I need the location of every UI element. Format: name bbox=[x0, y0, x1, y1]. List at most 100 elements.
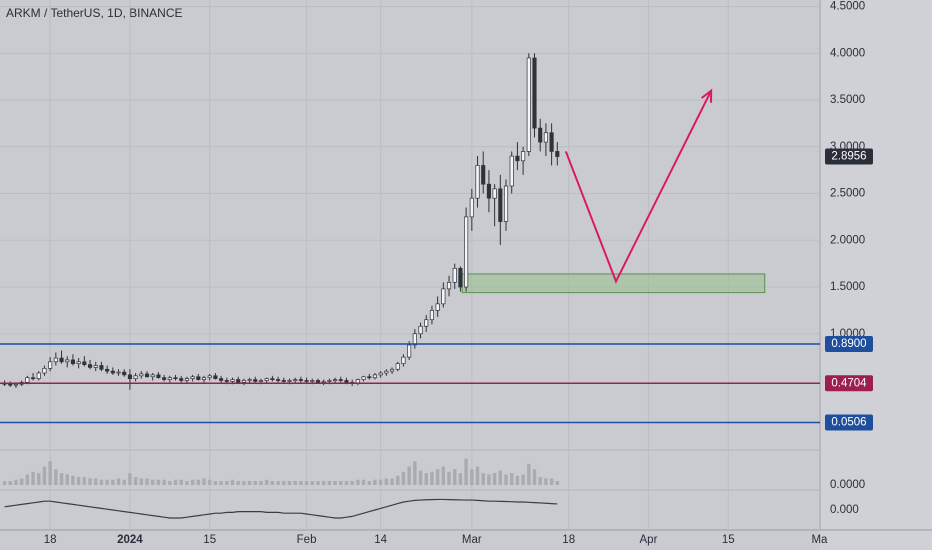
candle-body bbox=[122, 371, 127, 376]
candle-body bbox=[521, 151, 526, 162]
oscillator-tick-label: 0.000 bbox=[830, 504, 859, 516]
candle-body bbox=[173, 377, 178, 380]
volume-bar bbox=[145, 478, 149, 485]
volume-bar bbox=[538, 477, 542, 485]
volume-bar bbox=[151, 479, 155, 485]
x-tick-label: 18 bbox=[562, 534, 575, 546]
candle-body bbox=[333, 379, 338, 381]
volume-bar bbox=[401, 471, 406, 485]
volume-bar bbox=[339, 481, 343, 485]
candle-body bbox=[435, 303, 440, 311]
candle-body bbox=[492, 188, 497, 199]
candle-body bbox=[110, 370, 115, 374]
volume-bar bbox=[510, 473, 514, 485]
volume-bar bbox=[207, 479, 212, 485]
candle-body bbox=[25, 377, 30, 383]
volume-bar bbox=[156, 479, 161, 485]
candle-body bbox=[184, 378, 189, 381]
candle-body bbox=[424, 319, 429, 327]
volume-bar bbox=[304, 481, 309, 485]
candle-body bbox=[13, 383, 19, 386]
volume-bar bbox=[2, 481, 7, 485]
volume-bar bbox=[202, 478, 206, 485]
y-tick-label: 3.5000 bbox=[830, 94, 865, 106]
x-tick-label: Apr bbox=[640, 534, 658, 546]
candle-body bbox=[76, 361, 81, 365]
candle-body bbox=[446, 281, 452, 290]
candle-body bbox=[384, 370, 389, 374]
volume-bar bbox=[378, 479, 383, 485]
volume-bar bbox=[435, 469, 440, 485]
volume-bar bbox=[287, 481, 292, 485]
volume-bar bbox=[293, 481, 297, 485]
volume-bar bbox=[59, 473, 64, 485]
x-tick-label: Feb bbox=[297, 534, 317, 546]
volume-bar bbox=[65, 474, 69, 485]
candle-body bbox=[441, 288, 446, 305]
volume-bar bbox=[173, 479, 178, 485]
candle-body bbox=[321, 381, 326, 383]
y-tick-label: 1.5000 bbox=[830, 281, 865, 293]
candle-body bbox=[526, 57, 531, 152]
volume-bar bbox=[321, 481, 326, 485]
y-tick-label: 2.0000 bbox=[830, 234, 865, 246]
volume-bar bbox=[555, 481, 560, 485]
candle-body bbox=[139, 373, 144, 377]
candle-body bbox=[70, 359, 75, 365]
candle-body bbox=[327, 380, 332, 382]
candle-body bbox=[65, 359, 70, 363]
volume-bar bbox=[230, 479, 235, 485]
candle-body bbox=[127, 374, 132, 379]
volume-bar bbox=[549, 478, 554, 485]
candle-body bbox=[207, 375, 212, 379]
level-label: 0.8900 bbox=[831, 338, 866, 350]
candle-body bbox=[219, 378, 224, 381]
volume-bar bbox=[504, 474, 508, 485]
volume-bar bbox=[384, 478, 389, 485]
volume-bar bbox=[492, 473, 497, 485]
volume-bar bbox=[139, 478, 144, 485]
candle-body bbox=[401, 356, 406, 365]
volume-bar bbox=[521, 474, 525, 485]
candle-body bbox=[503, 185, 509, 222]
candle-body bbox=[276, 379, 281, 381]
x-tick-label: 14 bbox=[374, 534, 387, 546]
volume-bar bbox=[82, 477, 87, 485]
volume-bar bbox=[253, 481, 257, 485]
volume-bar bbox=[481, 473, 485, 485]
oscillator-line bbox=[4, 498, 558, 519]
candle-body bbox=[367, 376, 372, 379]
volume-bar bbox=[122, 479, 126, 485]
volume-bar bbox=[105, 479, 109, 485]
candle-body bbox=[475, 165, 480, 199]
candle-body bbox=[144, 373, 150, 378]
candle-body bbox=[281, 380, 286, 382]
candle-body bbox=[247, 379, 252, 381]
volume-bar bbox=[464, 458, 468, 485]
candle-body bbox=[241, 380, 246, 383]
volume-bar bbox=[111, 479, 115, 485]
volume-bar bbox=[213, 481, 218, 485]
volume-bar bbox=[116, 478, 121, 485]
volume-bar bbox=[453, 469, 457, 485]
volume-bar bbox=[299, 481, 303, 485]
level-label-box bbox=[825, 375, 873, 392]
x-tick-label: 18 bbox=[44, 534, 57, 546]
candle-body bbox=[190, 376, 195, 379]
y-tick-label: 4.0000 bbox=[830, 47, 865, 59]
candle-body bbox=[429, 310, 434, 321]
candle-body bbox=[270, 378, 275, 380]
x-tick-label: 2024 bbox=[117, 534, 143, 546]
volume-bar bbox=[196, 479, 201, 485]
volume-bar bbox=[515, 475, 520, 485]
candle-body bbox=[509, 155, 514, 187]
x-tick-label: Mar bbox=[462, 534, 482, 546]
candle-body bbox=[412, 333, 417, 346]
volume-bar bbox=[88, 478, 92, 485]
candle-body bbox=[42, 367, 47, 374]
candle-body bbox=[304, 380, 309, 382]
x-tick-label: Ma bbox=[811, 534, 828, 546]
level-label-box bbox=[825, 414, 873, 431]
candle-body bbox=[344, 380, 349, 383]
